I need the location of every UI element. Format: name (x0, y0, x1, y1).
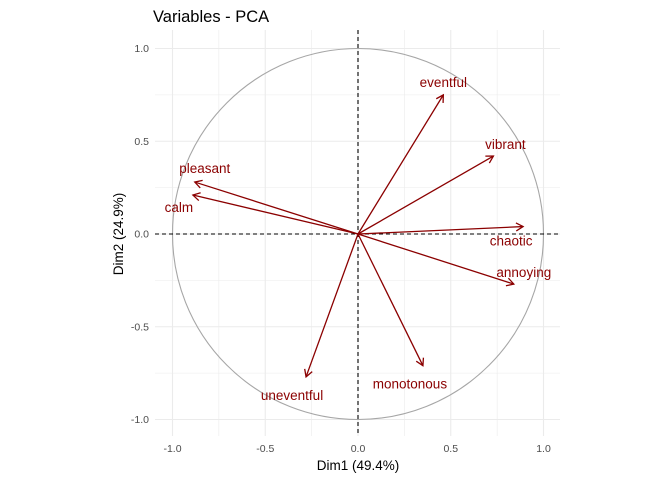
arrow-calm (191, 192, 359, 235)
arrow-monotonous (357, 233, 425, 367)
y-tick-label: -1.0 (131, 414, 149, 426)
arrow-chaotic (357, 222, 525, 235)
arrow-uneventful (304, 233, 359, 379)
label-calm: calm (165, 200, 194, 215)
y-axis-title: Dim2 (24.9%) (111, 193, 126, 276)
arrow-eventful (357, 93, 445, 235)
label-vibrant: vibrant (485, 137, 526, 152)
x-axis-title: Dim1 (49.4%) (317, 458, 400, 473)
label-chaotic: chaotic (490, 234, 533, 249)
x-tick-label: 0.5 (443, 443, 458, 455)
variable-arrows (191, 93, 525, 379)
label-annoying: annoying (496, 265, 551, 280)
x-tick-label: 1.0 (536, 443, 551, 455)
arrow-vibrant (357, 155, 495, 235)
arrow-pleasant (193, 179, 359, 235)
y-tick-label: 0.5 (134, 136, 149, 148)
x-tick-label: -1.0 (163, 443, 181, 455)
label-pleasant: pleasant (179, 161, 230, 176)
y-tick-label: 1.0 (134, 43, 149, 55)
x-tick-label: -0.5 (256, 443, 274, 455)
y-tick-label: -0.5 (131, 321, 149, 333)
label-uneventful: uneventful (261, 388, 323, 403)
chart-title: Variables - PCA (153, 8, 269, 26)
label-monotonous: monotonous (373, 377, 448, 392)
x-tick-label: 0.0 (351, 443, 366, 455)
variable-labels: eventful vibrant pleasant calm chaotic annoyi… (165, 75, 552, 403)
label-eventful: eventful (420, 75, 467, 90)
tick-labels: -1.0 -0.5 0.0 0.5 1.0 -1.0 -0.5 0.0 0.5 1.0 (131, 43, 551, 455)
y-tick-label: 0.0 (134, 229, 149, 241)
arrow-annoying (357, 233, 516, 287)
